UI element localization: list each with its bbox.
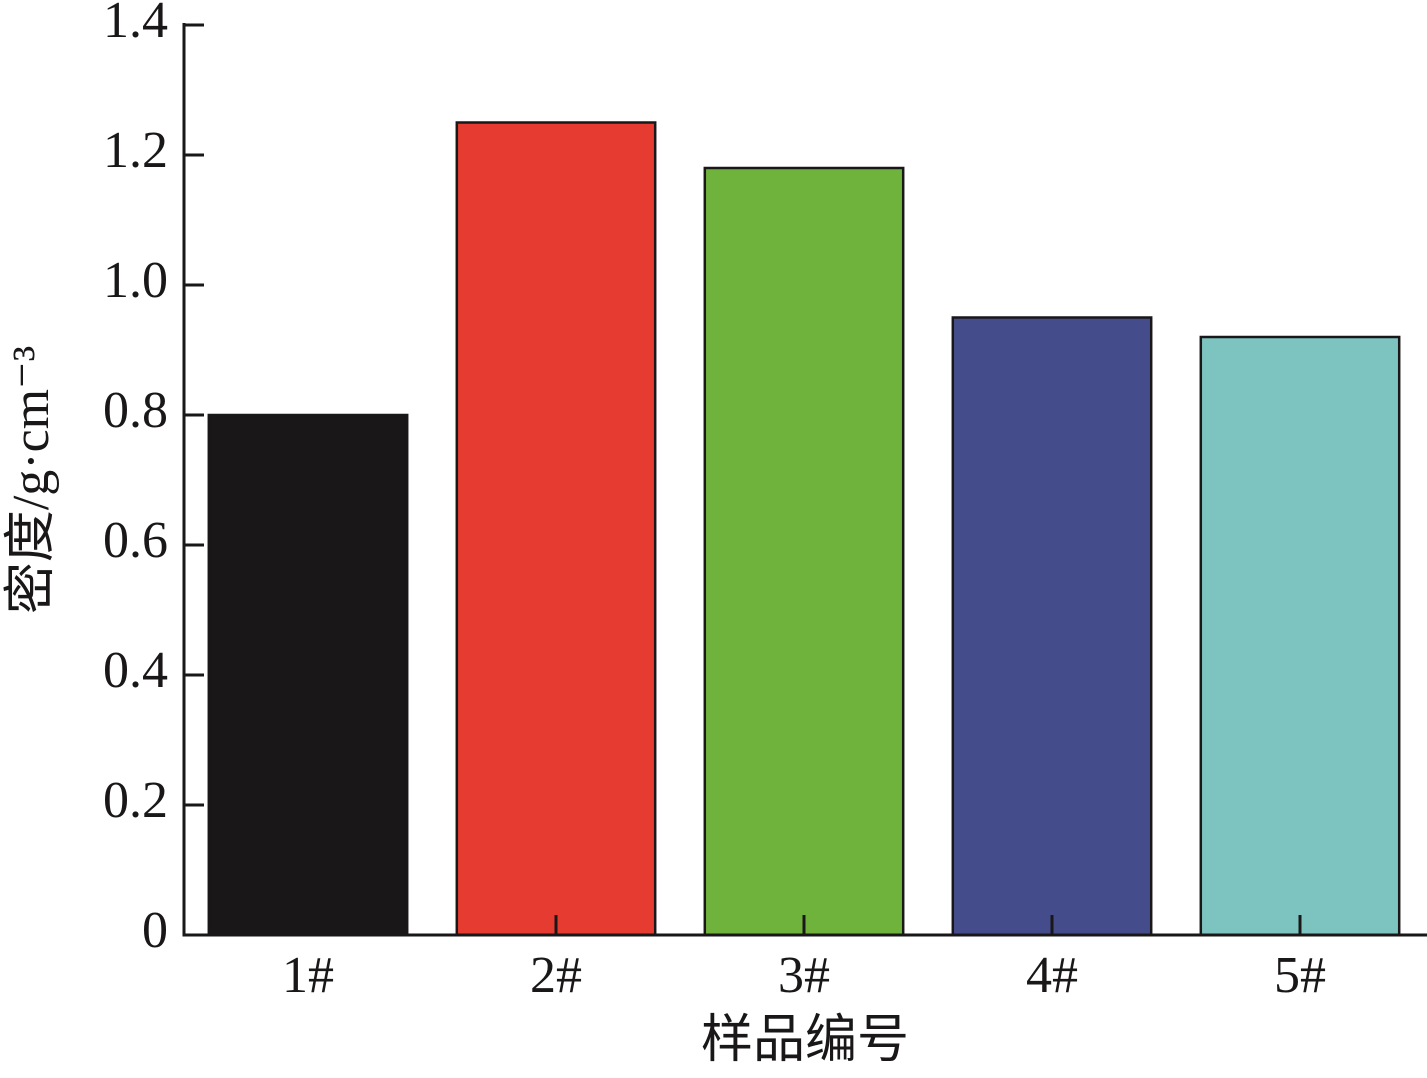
bar — [1199, 335, 1401, 937]
x-tick-label: 5# — [1274, 947, 1326, 1004]
x-tick-label: 1# — [282, 947, 334, 1004]
y-axis-label: 密度/g·cm⁻³ — [3, 346, 60, 614]
y-tick-label: 1.0 — [103, 252, 168, 309]
x-tick-label: 3# — [778, 947, 830, 1004]
y-tick-label: 0 — [142, 902, 168, 959]
y-tick-label: 1.4 — [103, 0, 168, 49]
y-tick-label: 0.8 — [103, 382, 168, 439]
y-tick-label: 0.2 — [103, 772, 168, 829]
bar — [455, 121, 657, 937]
x-tick-label: 2# — [530, 947, 582, 1004]
y-tick-label: 0.4 — [103, 642, 168, 699]
x-tick-label: 4# — [1026, 947, 1078, 1004]
bar — [951, 316, 1153, 937]
bar — [207, 413, 409, 937]
y-tick-label: 1.2 — [103, 122, 168, 179]
x-axis-label: 样品编号 — [701, 1012, 909, 1069]
y-tick-label: 0.6 — [103, 512, 168, 569]
bar — [703, 166, 905, 937]
